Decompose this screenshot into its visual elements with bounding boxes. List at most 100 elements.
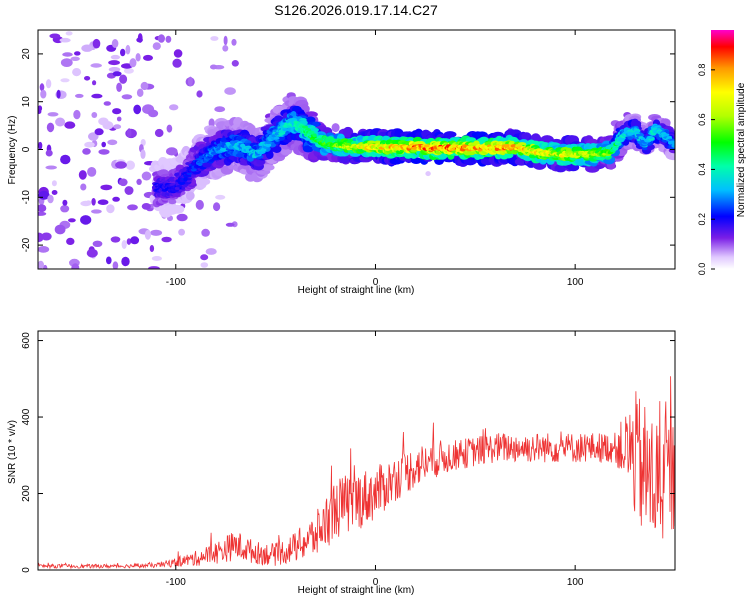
snr-x-tick-label: -100	[166, 577, 186, 588]
spectrogram-cell	[174, 186, 180, 190]
spectrogram-cell	[54, 224, 66, 235]
spectrogram-cell	[126, 238, 132, 245]
spectrogram-cell	[176, 213, 188, 222]
spectrogram-cell	[210, 64, 218, 70]
spectrogram-cell	[247, 157, 254, 162]
snr-x-axis-label: Height of straight line (km)	[298, 585, 415, 596]
spectrogram-cell	[124, 186, 134, 195]
colorbar-tick-label: 0.0	[697, 263, 707, 276]
spectrogram-cell	[108, 60, 120, 66]
spectrogram-cell	[140, 81, 149, 91]
snr-frame	[37, 330, 676, 571]
spectrogram-cell	[410, 157, 422, 165]
spectrogram-cell	[166, 124, 173, 133]
spectrogram-cell	[91, 93, 103, 99]
spectrogram-y-axis-label: Frequency (Hz)	[7, 116, 18, 185]
spectrogram-cell	[342, 126, 354, 138]
spectrogram-cell	[59, 37, 71, 43]
spectrogram-cell	[75, 93, 84, 98]
spectrogram-cell	[62, 52, 73, 57]
spectrogram-cell	[39, 83, 45, 92]
spectrogram-cell	[112, 71, 122, 77]
spectrogram-cell	[130, 236, 140, 245]
spectrogram-cell	[60, 154, 71, 165]
colorbar-tick-label: 0.2	[697, 213, 707, 226]
spectrogram-cell	[213, 202, 221, 212]
spectrogram-y-tick-label: 0	[21, 146, 32, 152]
spectrogram-cell	[178, 181, 186, 185]
spectrogram-cell	[103, 101, 112, 106]
spectrogram-cell	[38, 246, 50, 253]
spectrogram-cell	[38, 105, 43, 112]
spectrogram-cell	[113, 124, 122, 130]
spectrogram-cell	[231, 60, 239, 67]
spectrogram-cell	[119, 74, 128, 84]
spectrogram-cell	[47, 194, 54, 204]
spectrogram-cell	[38, 232, 44, 242]
spectrogram-cell	[108, 67, 121, 72]
spectrogram-cell	[443, 131, 457, 138]
spectrogram-cell	[121, 240, 127, 249]
spectrogram-cell	[71, 263, 80, 269]
spectrogram-cell	[55, 117, 66, 127]
spectrogram-cell	[136, 178, 142, 185]
spectrogram-cell	[110, 236, 121, 243]
colorbar: 0.0 0.2 0.4 0.6 0.8 Normalized spectral ampl…	[697, 30, 747, 275]
spectrogram-cell	[119, 178, 128, 187]
spectrogram-cell	[91, 112, 98, 118]
spectrogram-cell	[185, 191, 195, 201]
spectrogram-cell	[112, 108, 122, 115]
spectrogram-cell	[425, 171, 431, 177]
spectrogram-cell	[121, 256, 130, 267]
spectrogram-cell	[84, 76, 91, 81]
spectrogram-cell	[60, 205, 70, 213]
colorbar-gradient	[711, 30, 734, 269]
spectrogram-cell	[60, 78, 70, 83]
snr-y-tick-label: 0	[21, 567, 32, 573]
spectrogram-cell	[80, 183, 87, 191]
spectrogram-cell	[663, 133, 670, 137]
spectrogram-cell	[60, 58, 73, 67]
spectrogram-cell	[68, 218, 76, 223]
spectrogram-cell	[98, 149, 110, 155]
spectrogram-cell	[152, 42, 161, 50]
spectrogram-cell	[90, 63, 102, 68]
spectrogram-cell	[97, 199, 109, 205]
spectrogram-cell	[168, 199, 177, 205]
colorbar-tick-label: 0.8	[697, 64, 707, 77]
snr-panel: -100 0 100 0 200 400 600 Height of straight l…	[7, 330, 676, 596]
spectrogram-cell	[210, 36, 219, 41]
spectrogram-cell	[100, 184, 113, 191]
spectrogram-cell	[94, 128, 104, 136]
spectrogram-cell	[38, 260, 44, 269]
spectrogram-cell	[43, 264, 48, 269]
snr-x-tick-label: 0	[373, 577, 379, 588]
spectrogram-cell	[126, 128, 132, 138]
spectrogram-cell	[301, 125, 309, 129]
spectrogram-cell	[215, 194, 226, 200]
spectrogram-cell	[49, 33, 61, 39]
snr-y-tick-label: 400	[21, 408, 32, 425]
spectrogram-cell	[305, 116, 316, 124]
spectrogram-cell	[669, 140, 675, 145]
spectrogram-cell	[92, 240, 103, 247]
spectrogram-x-axis-label: Height of straight line (km)	[298, 285, 415, 296]
spectrogram-cell	[47, 112, 59, 117]
spectrogram-cell	[45, 149, 53, 157]
spectrogram-cell	[157, 34, 165, 43]
spectrogram-cell	[62, 199, 68, 206]
spectrogram-cell	[91, 198, 96, 206]
spectrogram-cell	[38, 211, 47, 216]
spectrogram-cell	[110, 54, 121, 60]
spectrogram-cell	[143, 54, 153, 61]
spectrogram-x-tick-label: -100	[166, 277, 186, 288]
spectrogram-cell	[161, 236, 172, 243]
spectrogram-cell	[195, 199, 204, 210]
spectrogram-cell	[196, 162, 203, 166]
spectrogram-cell	[45, 79, 52, 89]
spectrogram-cell	[165, 35, 172, 43]
spectrogram-cell	[187, 76, 193, 87]
spectrogram-cell	[636, 133, 642, 137]
spectrogram-y-tick-label: 10	[21, 96, 32, 108]
